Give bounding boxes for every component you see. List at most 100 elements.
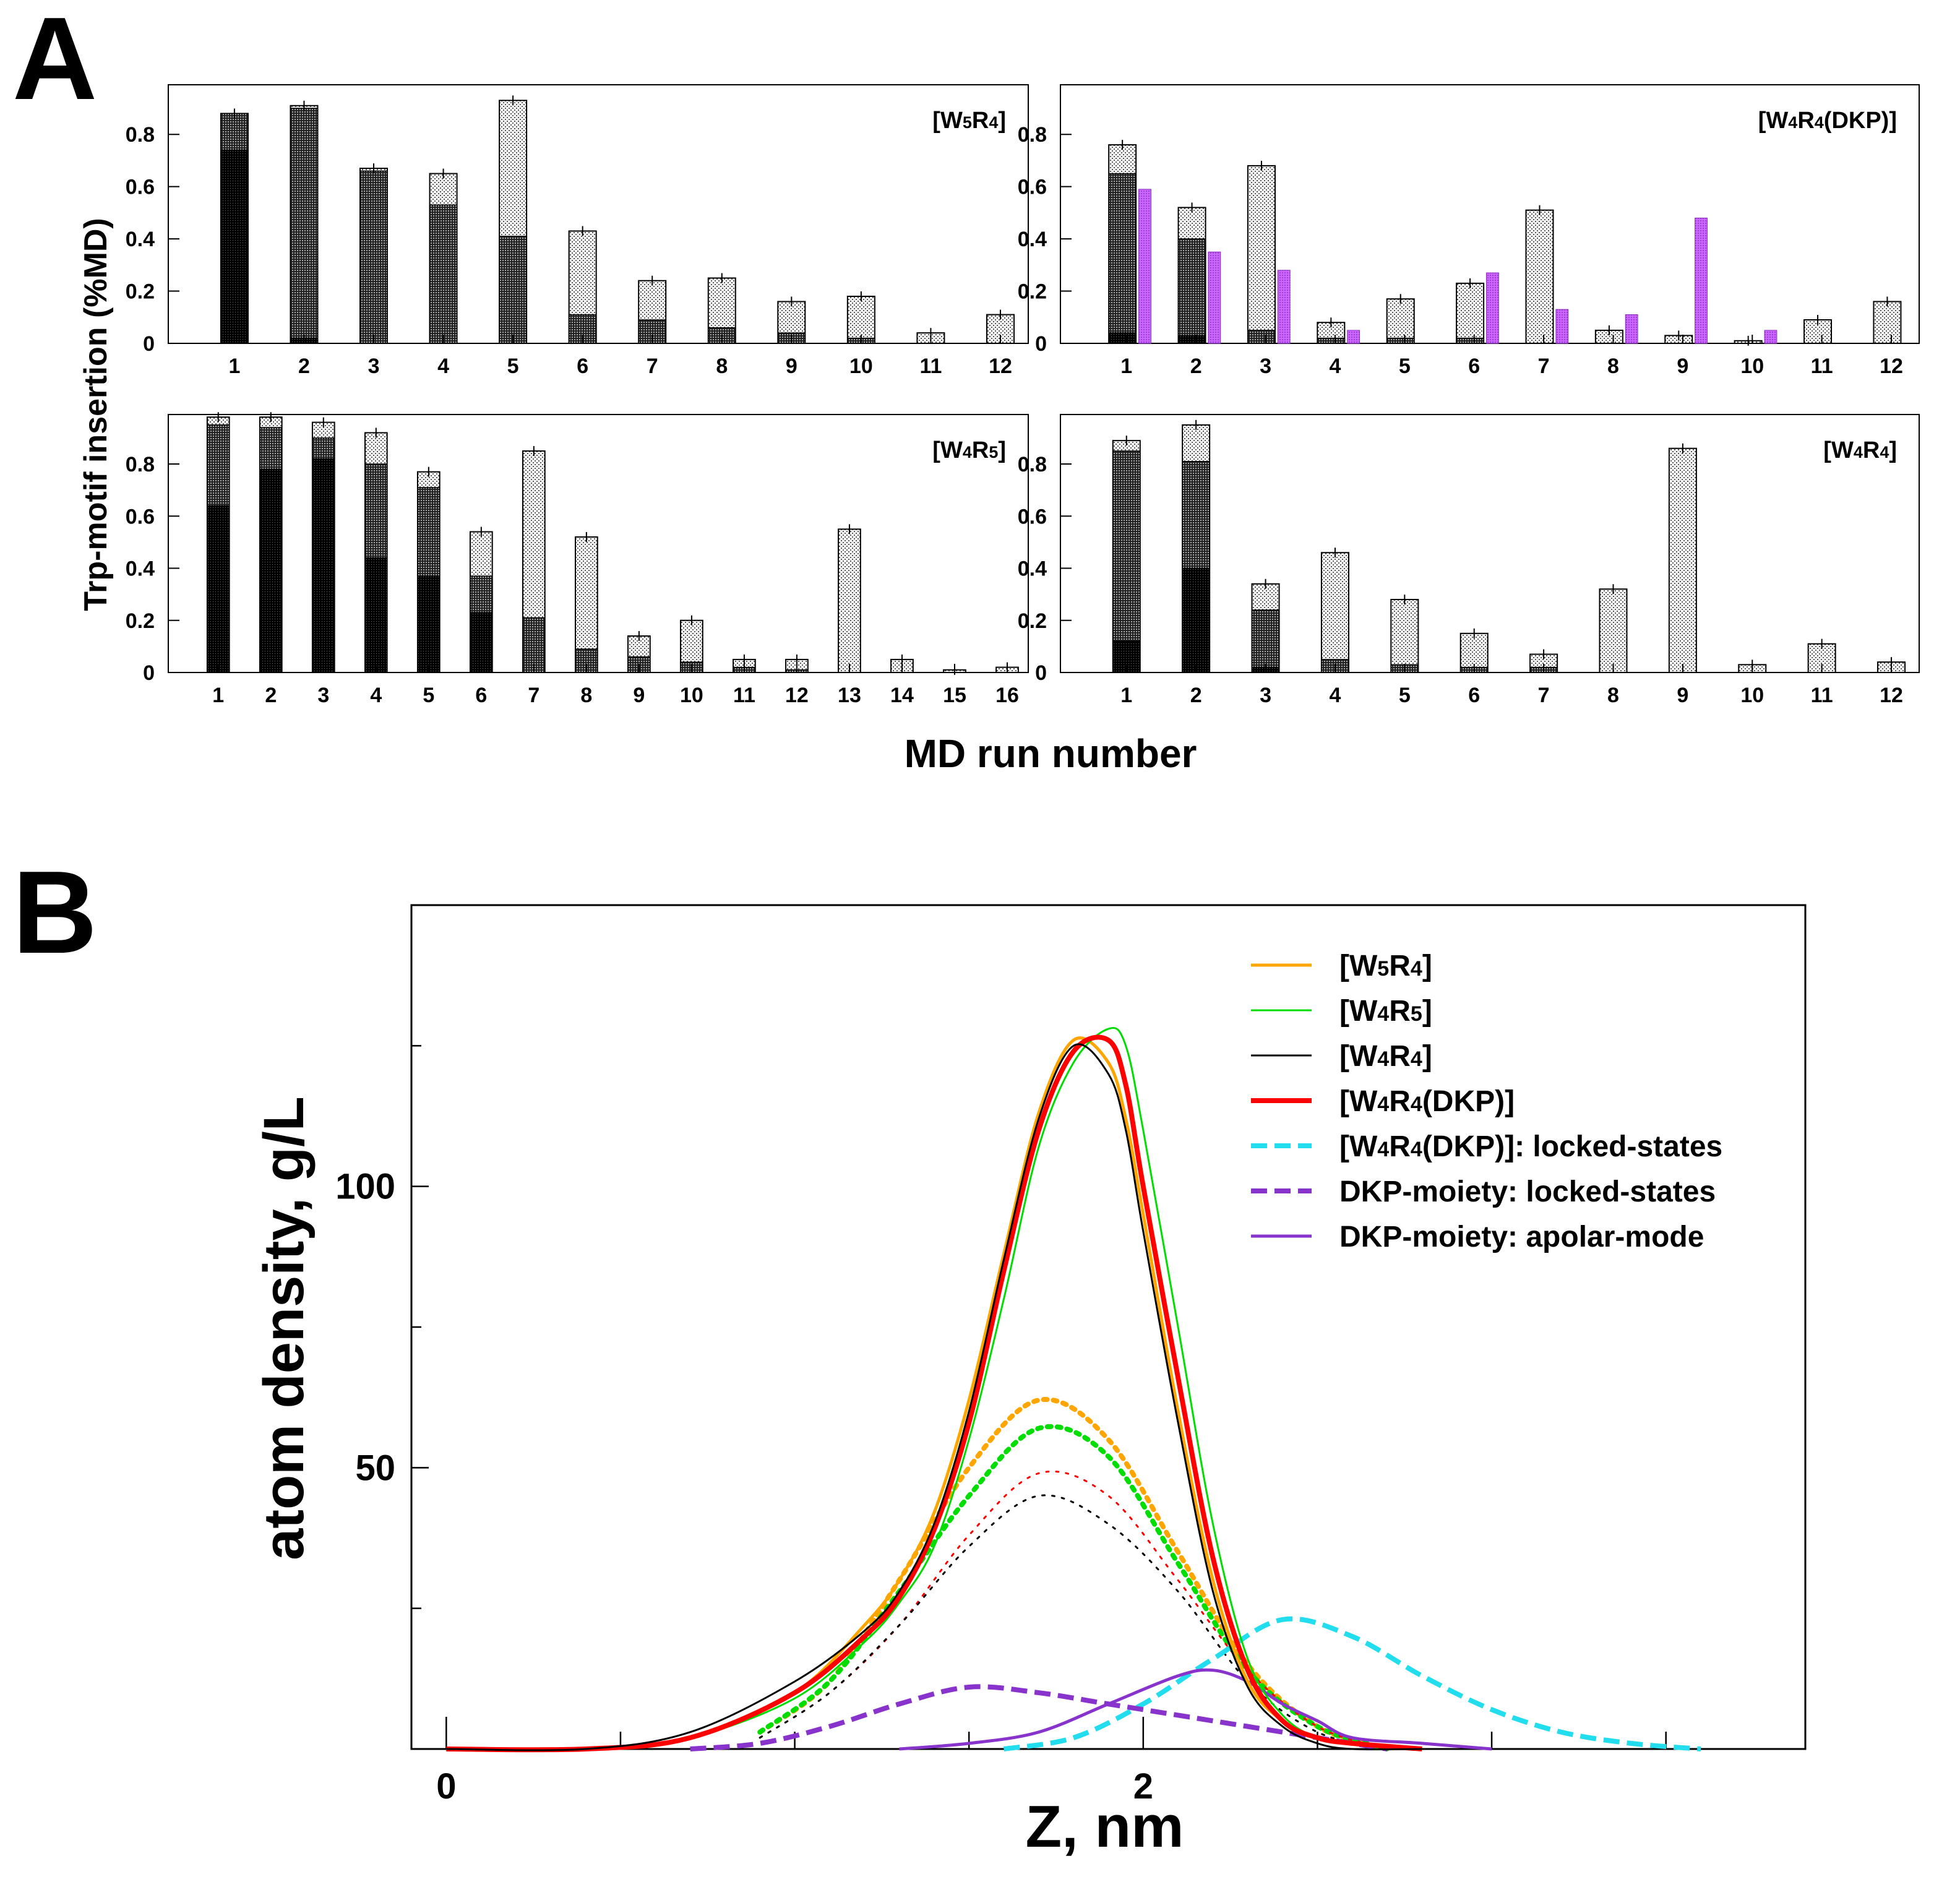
legend-label: [W4R5] [1339, 995, 1432, 1028]
x-tick-label: 7 [1538, 684, 1550, 707]
x-tick-label: 9 [1677, 684, 1688, 707]
x-tick-label: 10 [1740, 354, 1764, 378]
x-tick-label: 8 [580, 684, 592, 707]
bar-medium [1247, 330, 1276, 344]
y-tick-label: 0.4 [126, 228, 155, 251]
x-tick-label: 1 [212, 684, 224, 707]
y-tick-label: 0.8 [1018, 123, 1047, 147]
plot-frame [168, 84, 1029, 344]
x-tick-label: 5 [1399, 354, 1411, 378]
bar-dkp [1486, 272, 1499, 344]
plot-frame [1060, 414, 1920, 673]
bar-total [1873, 301, 1902, 345]
y-tick-label: 0.2 [126, 280, 155, 304]
y-tick-label: 0.4 [1018, 228, 1047, 251]
y-tick-label: 0 [143, 332, 155, 356]
x-tick-label: 6 [1468, 354, 1480, 378]
plot-frame [168, 414, 1029, 673]
x-tick-label: 7 [1538, 354, 1550, 378]
x-axis-label: Z, nm [1026, 1794, 1184, 1860]
y-tick-label: 0.2 [126, 609, 155, 633]
bar-medium [522, 617, 546, 673]
y-tick-label: 0.8 [1018, 453, 1047, 476]
series-line [1003, 1616, 1701, 1751]
x-tick-label: 16 [995, 684, 1019, 707]
x-tick-label: 12 [1880, 354, 1903, 378]
bar-panel-w4r4dkp: 00.20.40.60.81 2 3 4 5 6 7 8 9 10 11 12[W4R4(DKP)] [1018, 84, 1920, 378]
x-tick-label: 5 [423, 684, 434, 707]
bar-dark [207, 505, 230, 673]
x-tick-label: 9 [786, 354, 797, 378]
bar-total [1390, 599, 1419, 673]
x-tick-label: 1 [228, 354, 240, 378]
x-tick-label: 12 [785, 684, 809, 707]
x-tick-label: 6 [577, 354, 588, 378]
bar-total [1247, 165, 1276, 344]
density-plot: 50 100 0 2Z, nm atom density, g/L [W5R4] [W4R5… [252, 904, 1807, 1860]
y-tick-label: 0.4 [126, 557, 155, 581]
panel-title: [W4R4] [1823, 437, 1897, 463]
panel-title: [W4R5] [932, 437, 1006, 463]
bar-total [1599, 588, 1628, 673]
panel-title: [W4R4(DKP)] [1758, 108, 1897, 134]
x-tick-label: 13 [838, 684, 861, 707]
x-tick-label: 4 [1329, 354, 1341, 378]
bar-medium [359, 170, 388, 344]
y-tick-label: 100 [335, 1167, 395, 1207]
x-tick-label: 11 [733, 684, 755, 707]
x-tick-label: 8 [1607, 354, 1619, 378]
x-tick-label: 2 [1190, 684, 1202, 707]
x-tick-label: 7 [528, 684, 539, 707]
x-tick-label: 4 [1329, 684, 1341, 707]
panel-label-a: A [12, 0, 97, 124]
x-tick-label: 1 [1120, 684, 1132, 707]
top-y-axis-label: Trp-motif insertion (%MD) [78, 218, 114, 611]
bar-panel-w5r4: 00.20.40.60.81 2 3 4 5 6 7 8 9 10 11 12[W5R4] [126, 84, 1029, 378]
x-tick-label: 8 [716, 354, 728, 378]
x-tick-label: 1 [1120, 354, 1132, 378]
x-tick-label: 11 [1811, 354, 1833, 378]
series-line [759, 1470, 1388, 1750]
bar-total [838, 528, 861, 673]
bar-panel-w4r4: 00.20.40.60.81 2 3 4 5 6 7 8 9 10 11 12[W4R4] [1018, 414, 1920, 707]
x-tick-label: 7 [647, 354, 658, 378]
x-tick-label: 8 [1607, 684, 1619, 707]
bar-total [1668, 447, 1697, 673]
x-tick-label: 10 [1740, 684, 1764, 707]
x-tick-label: 3 [317, 684, 329, 707]
bar-medium [1456, 337, 1484, 344]
bar-dark [1182, 567, 1210, 673]
panel-title: [W5R4] [932, 108, 1006, 134]
y-tick-label: 50 [355, 1448, 395, 1488]
y-tick-label: 0.6 [1018, 176, 1047, 199]
y-tick-label: 0.6 [126, 176, 155, 199]
y-tick-label: 0 [143, 661, 155, 685]
bar-dkp [1208, 251, 1221, 344]
x-tick-label: 12 [1880, 684, 1903, 707]
x-tick-label: 9 [633, 684, 645, 707]
y-tick-label: 0.2 [1018, 280, 1047, 304]
x-tick-label: 3 [368, 354, 380, 378]
bar-dark [470, 612, 493, 673]
bar-dkp [1695, 217, 1708, 344]
bar-medium [499, 236, 527, 344]
y-tick-label: 0.2 [1018, 609, 1047, 633]
x-tick-label: 5 [1399, 684, 1411, 707]
bar-dark [1108, 332, 1137, 344]
x-tick-label: 10 [680, 684, 703, 707]
bar-medium [1112, 450, 1141, 673]
legend-label: DKP-moiety: apolar-mode [1339, 1221, 1704, 1253]
bar-dkp [1277, 270, 1291, 344]
plot-frame [410, 904, 1807, 1750]
x-tick-label: 2 [1190, 354, 1202, 378]
bar-dark [364, 557, 388, 673]
x-tick-label: 2 [298, 354, 310, 378]
legend-label: DKP-moiety: locked-states [1339, 1175, 1716, 1208]
bar-dark [220, 149, 249, 344]
legend-label: [W4R4(DKP)]: locked-states [1339, 1130, 1722, 1163]
bar-medium [290, 108, 319, 344]
bar-medium [1251, 609, 1280, 673]
x-tick-label: 9 [1677, 354, 1688, 378]
bar-dark [312, 458, 335, 673]
y-axis-label: atom density, g/L [252, 1096, 316, 1560]
